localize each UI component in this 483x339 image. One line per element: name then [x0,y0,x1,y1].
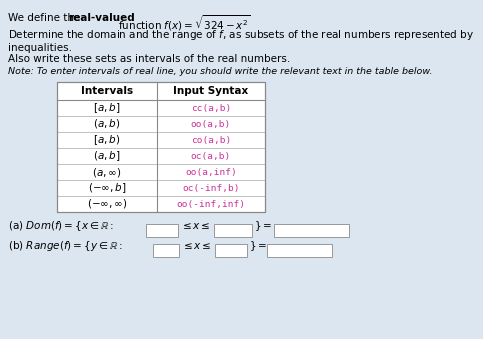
Bar [153,244,179,257]
Bar [214,224,252,237]
Text: We define the: We define the [8,13,84,23]
Text: $[a, b]$: $[a, b]$ [93,101,121,115]
Text: oo(-inf,inf): oo(-inf,inf) [176,199,245,208]
Text: $(a, b)$: $(a, b)$ [93,118,121,131]
Text: Intervals: Intervals [81,86,133,96]
Text: co(a,b): co(a,b) [191,136,231,144]
Bar [267,244,332,257]
Text: cc(a,b): cc(a,b) [191,103,231,113]
Text: $(a, \infty)$: $(a, \infty)$ [92,165,122,179]
Text: Note: To enter intervals of real line, you should write the relevant text in the: Note: To enter intervals of real line, y… [8,67,432,76]
Text: Determine the domain and the range of $f$, as subsets of the real numbers repres: Determine the domain and the range of $f… [8,28,474,42]
Text: (a) $Dom(f) = \{x \in \mathbb{R}:$: (a) $Dom(f) = \{x \in \mathbb{R}:$ [8,219,114,233]
Text: $\} =$: $\} =$ [249,239,267,253]
Text: oc(-inf,b): oc(-inf,b) [182,183,240,193]
Text: oo(a,b): oo(a,b) [191,120,231,128]
Text: oc(a,b): oc(a,b) [191,152,231,160]
Text: $(a, b]$: $(a, b]$ [93,149,121,163]
Text: inequalities.: inequalities. [8,43,72,53]
Bar [274,224,349,237]
Text: $\} =$: $\} =$ [254,219,272,233]
Text: $\leq x \leq$: $\leq x \leq$ [180,221,211,231]
Text: Input Syntax: Input Syntax [173,86,249,96]
Text: $(-\infty, b]$: $(-\infty, b]$ [88,181,126,195]
Text: $\leq x \leq$: $\leq x \leq$ [181,241,212,251]
Text: real-valued: real-valued [68,13,135,23]
Text: function $f(x) = \sqrt{324-x^2}$: function $f(x) = \sqrt{324-x^2}$ [115,13,251,33]
Text: (b) $Range(f) = \{y \in \mathbb{R}:$: (b) $Range(f) = \{y \in \mathbb{R}:$ [8,239,123,253]
Text: oo(a,inf): oo(a,inf) [185,167,237,177]
Bar [57,82,265,212]
Bar [215,244,247,257]
Text: $(-\infty, \infty)$: $(-\infty, \infty)$ [87,198,127,211]
Text: Also write these sets as intervals of the real numbers.: Also write these sets as intervals of th… [8,54,290,64]
Bar [57,82,265,212]
Bar [146,224,178,237]
Text: $[a, b)$: $[a, b)$ [93,133,121,147]
